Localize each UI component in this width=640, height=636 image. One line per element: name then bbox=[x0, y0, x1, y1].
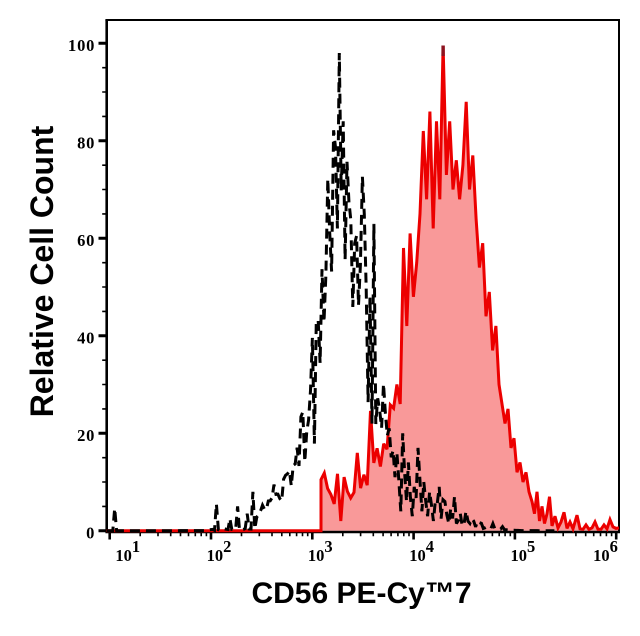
svg-text:100: 100 bbox=[68, 36, 95, 55]
svg-text:40: 40 bbox=[77, 329, 95, 348]
svg-text:0: 0 bbox=[86, 524, 95, 543]
svg-text:20: 20 bbox=[77, 426, 95, 445]
svg-text:Relative Cell Count: Relative Cell Count bbox=[24, 125, 60, 417]
svg-text:60: 60 bbox=[77, 231, 95, 250]
svg-text:CD56 PE-Cy™7: CD56 PE-Cy™7 bbox=[251, 577, 471, 610]
svg-text:80: 80 bbox=[77, 134, 95, 153]
